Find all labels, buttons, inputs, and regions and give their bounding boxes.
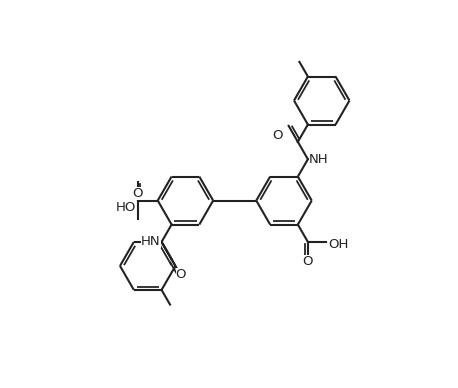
- Text: OH: OH: [329, 238, 349, 251]
- Text: O: O: [175, 268, 186, 281]
- Text: HN: HN: [141, 236, 161, 248]
- Text: O: O: [303, 255, 313, 268]
- Text: O: O: [132, 187, 143, 201]
- Text: NH: NH: [309, 153, 328, 166]
- Text: HO: HO: [116, 201, 136, 215]
- Text: O: O: [273, 129, 283, 142]
